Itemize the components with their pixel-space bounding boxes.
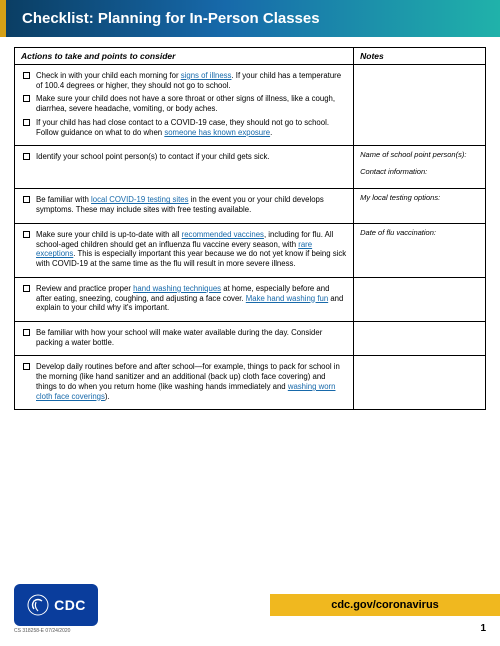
page-number: 1: [480, 623, 486, 634]
notes-cell: Name of school point person(s): Contact i…: [354, 146, 486, 189]
page-title: Checklist: Planning for In-Person Classe…: [22, 10, 486, 27]
cdc-text: CDC: [54, 597, 86, 613]
checkbox[interactable]: [23, 285, 30, 292]
notes-label: Contact information:: [360, 167, 479, 176]
table-row: Review and practice proper hand washing …: [15, 277, 486, 321]
actions-cell: Check in with your child each morning fo…: [15, 65, 354, 146]
hhs-seal-icon: [26, 593, 50, 617]
notes-cell: [354, 322, 486, 356]
table-row: Make sure your child is up-to-date with …: [15, 223, 486, 277]
checkbox[interactable]: [23, 196, 30, 203]
item-text: Be familiar with how your school will ma…: [36, 328, 347, 347]
notes-label: Name of school point person(s):: [360, 150, 479, 159]
inline-link[interactable]: local COVID-19 testing sites: [91, 195, 189, 204]
item-text: If your child has had close contact to a…: [36, 118, 347, 137]
notes-cell: My local testing options:: [354, 189, 486, 223]
actions-cell: Develop daily routines before and after …: [15, 356, 354, 410]
item-text: Check in with your child each morning fo…: [36, 71, 347, 90]
inline-link[interactable]: rare exceptions: [36, 240, 312, 259]
checkbox[interactable]: [23, 153, 30, 160]
notes-cell: Date of flu vaccination:: [354, 223, 486, 277]
publication-id: CS 318258-E 07/24/2020: [14, 628, 70, 634]
checklist-item: If your child has had close contact to a…: [21, 118, 347, 137]
inline-link[interactable]: Make hand washing fun: [246, 294, 328, 303]
checklist-item: Identify your school point person(s) to …: [21, 152, 347, 162]
checkbox[interactable]: [23, 95, 30, 102]
actions-cell: Make sure your child is up-to-date with …: [15, 223, 354, 277]
checkbox[interactable]: [23, 231, 30, 238]
checkbox[interactable]: [23, 329, 30, 336]
actions-cell: Identify your school point person(s) to …: [15, 146, 354, 189]
checkbox[interactable]: [23, 363, 30, 370]
checklist-item: Develop daily routines before and after …: [21, 362, 347, 401]
item-text: Make sure your child does not have a sor…: [36, 94, 347, 113]
inline-link[interactable]: hand washing techniques: [133, 284, 221, 293]
inline-link[interactable]: someone has known exposure: [164, 128, 270, 137]
item-text: Be familiar with local COVID-19 testing …: [36, 195, 347, 214]
checklist-item: Review and practice proper hand washing …: [21, 284, 347, 313]
item-text: Develop daily routines before and after …: [36, 362, 347, 401]
table-row: Identify your school point person(s) to …: [15, 146, 486, 189]
table-row: Be familiar with how your school will ma…: [15, 322, 486, 356]
inline-link[interactable]: signs of illness: [181, 71, 232, 80]
item-text: Review and practice proper hand washing …: [36, 284, 347, 313]
checklist-item: Make sure your child is up-to-date with …: [21, 230, 347, 269]
checklist-table: Actions to take and points to consider N…: [14, 47, 486, 410]
item-text: Identify your school point person(s) to …: [36, 152, 347, 162]
col-header-notes: Notes: [354, 48, 486, 65]
actions-cell: Review and practice proper hand washing …: [15, 277, 354, 321]
notes-cell: [354, 356, 486, 410]
actions-cell: Be familiar with local COVID-19 testing …: [15, 189, 354, 223]
checkbox[interactable]: [23, 72, 30, 79]
notes-label: Date of flu vaccination:: [360, 228, 479, 237]
table-row: Be familiar with local COVID-19 testing …: [15, 189, 486, 223]
cdc-logo-badge: CDC: [14, 584, 98, 626]
url-bar: cdc.gov/coronavirus: [270, 594, 500, 616]
page-footer: CDC cdc.gov/coronavirus CS 318258-E 07/2…: [0, 584, 500, 634]
notes-label: My local testing options:: [360, 193, 479, 202]
checklist-item: Make sure your child does not have a sor…: [21, 94, 347, 113]
inline-link[interactable]: recommended vaccines: [182, 230, 264, 239]
actions-cell: Be familiar with how your school will ma…: [15, 322, 354, 356]
notes-cell: [354, 277, 486, 321]
table-row: Check in with your child each morning fo…: [15, 65, 486, 146]
checklist-item: Be familiar with how your school will ma…: [21, 328, 347, 347]
item-text: Make sure your child is up-to-date with …: [36, 230, 347, 269]
notes-cell: [354, 65, 486, 146]
checkbox[interactable]: [23, 119, 30, 126]
table-row: Develop daily routines before and after …: [15, 356, 486, 410]
inline-link[interactable]: washing worn cloth face coverings: [36, 382, 336, 401]
checklist-item: Be familiar with local COVID-19 testing …: [21, 195, 347, 214]
page-header: Checklist: Planning for In-Person Classe…: [0, 0, 500, 37]
checklist-item: Check in with your child each morning fo…: [21, 71, 347, 90]
col-header-actions: Actions to take and points to consider: [15, 48, 354, 65]
